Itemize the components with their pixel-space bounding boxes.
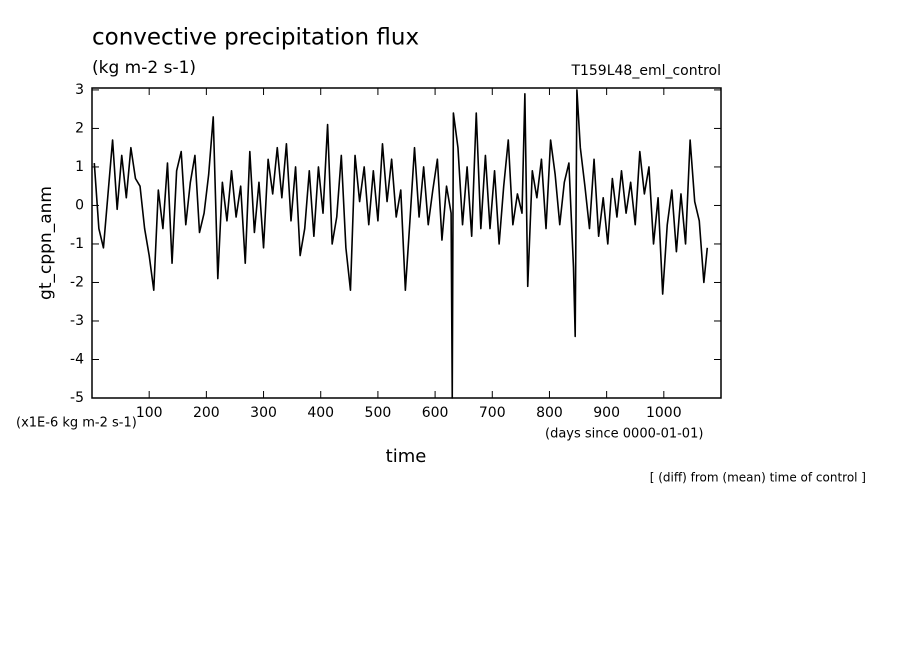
y-tick-label: -1 [70, 236, 84, 252]
data-line [93, 89, 709, 399]
y-tick-label: 1 [75, 159, 84, 175]
x-tick-label: 800 [536, 405, 563, 421]
plot-frame [91, 87, 722, 399]
x-tick-label: 100 [136, 405, 163, 421]
y-unit-note: (x1E-6 kg m-2 s-1) [16, 416, 137, 431]
y-tick-label: -5 [70, 390, 84, 406]
x-tick-label: 700 [479, 405, 506, 421]
y-tick-label: 0 [75, 197, 84, 213]
y-tick-label: -2 [70, 274, 84, 290]
x-axis-label: time [386, 446, 427, 467]
chart-subtitle: (kg m-2 s-1) [92, 58, 196, 78]
chart-title: convective precipitation flux [92, 25, 419, 51]
y-tick-label: -4 [70, 351, 84, 367]
y-tick-label: -3 [70, 313, 84, 329]
x-tick-label: 400 [307, 405, 334, 421]
y-axis-label: gt_cppn_anm [36, 186, 56, 300]
run-label: T159L48_eml_control [570, 63, 721, 79]
x-unit-note: (days since 0000-01-01) [545, 427, 703, 442]
y-tick-label: 2 [75, 120, 84, 136]
x-tick-label: 300 [250, 405, 277, 421]
x-tick-label: 1000 [646, 405, 682, 421]
footnote: [ (diff) from (mean) time of control ] [650, 471, 866, 485]
x-tick-label: 600 [422, 405, 449, 421]
y-tick-label: 3 [75, 82, 84, 98]
x-tick-label: 900 [593, 405, 620, 421]
x-tick-label: 200 [193, 405, 220, 421]
x-tick-label: 500 [365, 405, 392, 421]
